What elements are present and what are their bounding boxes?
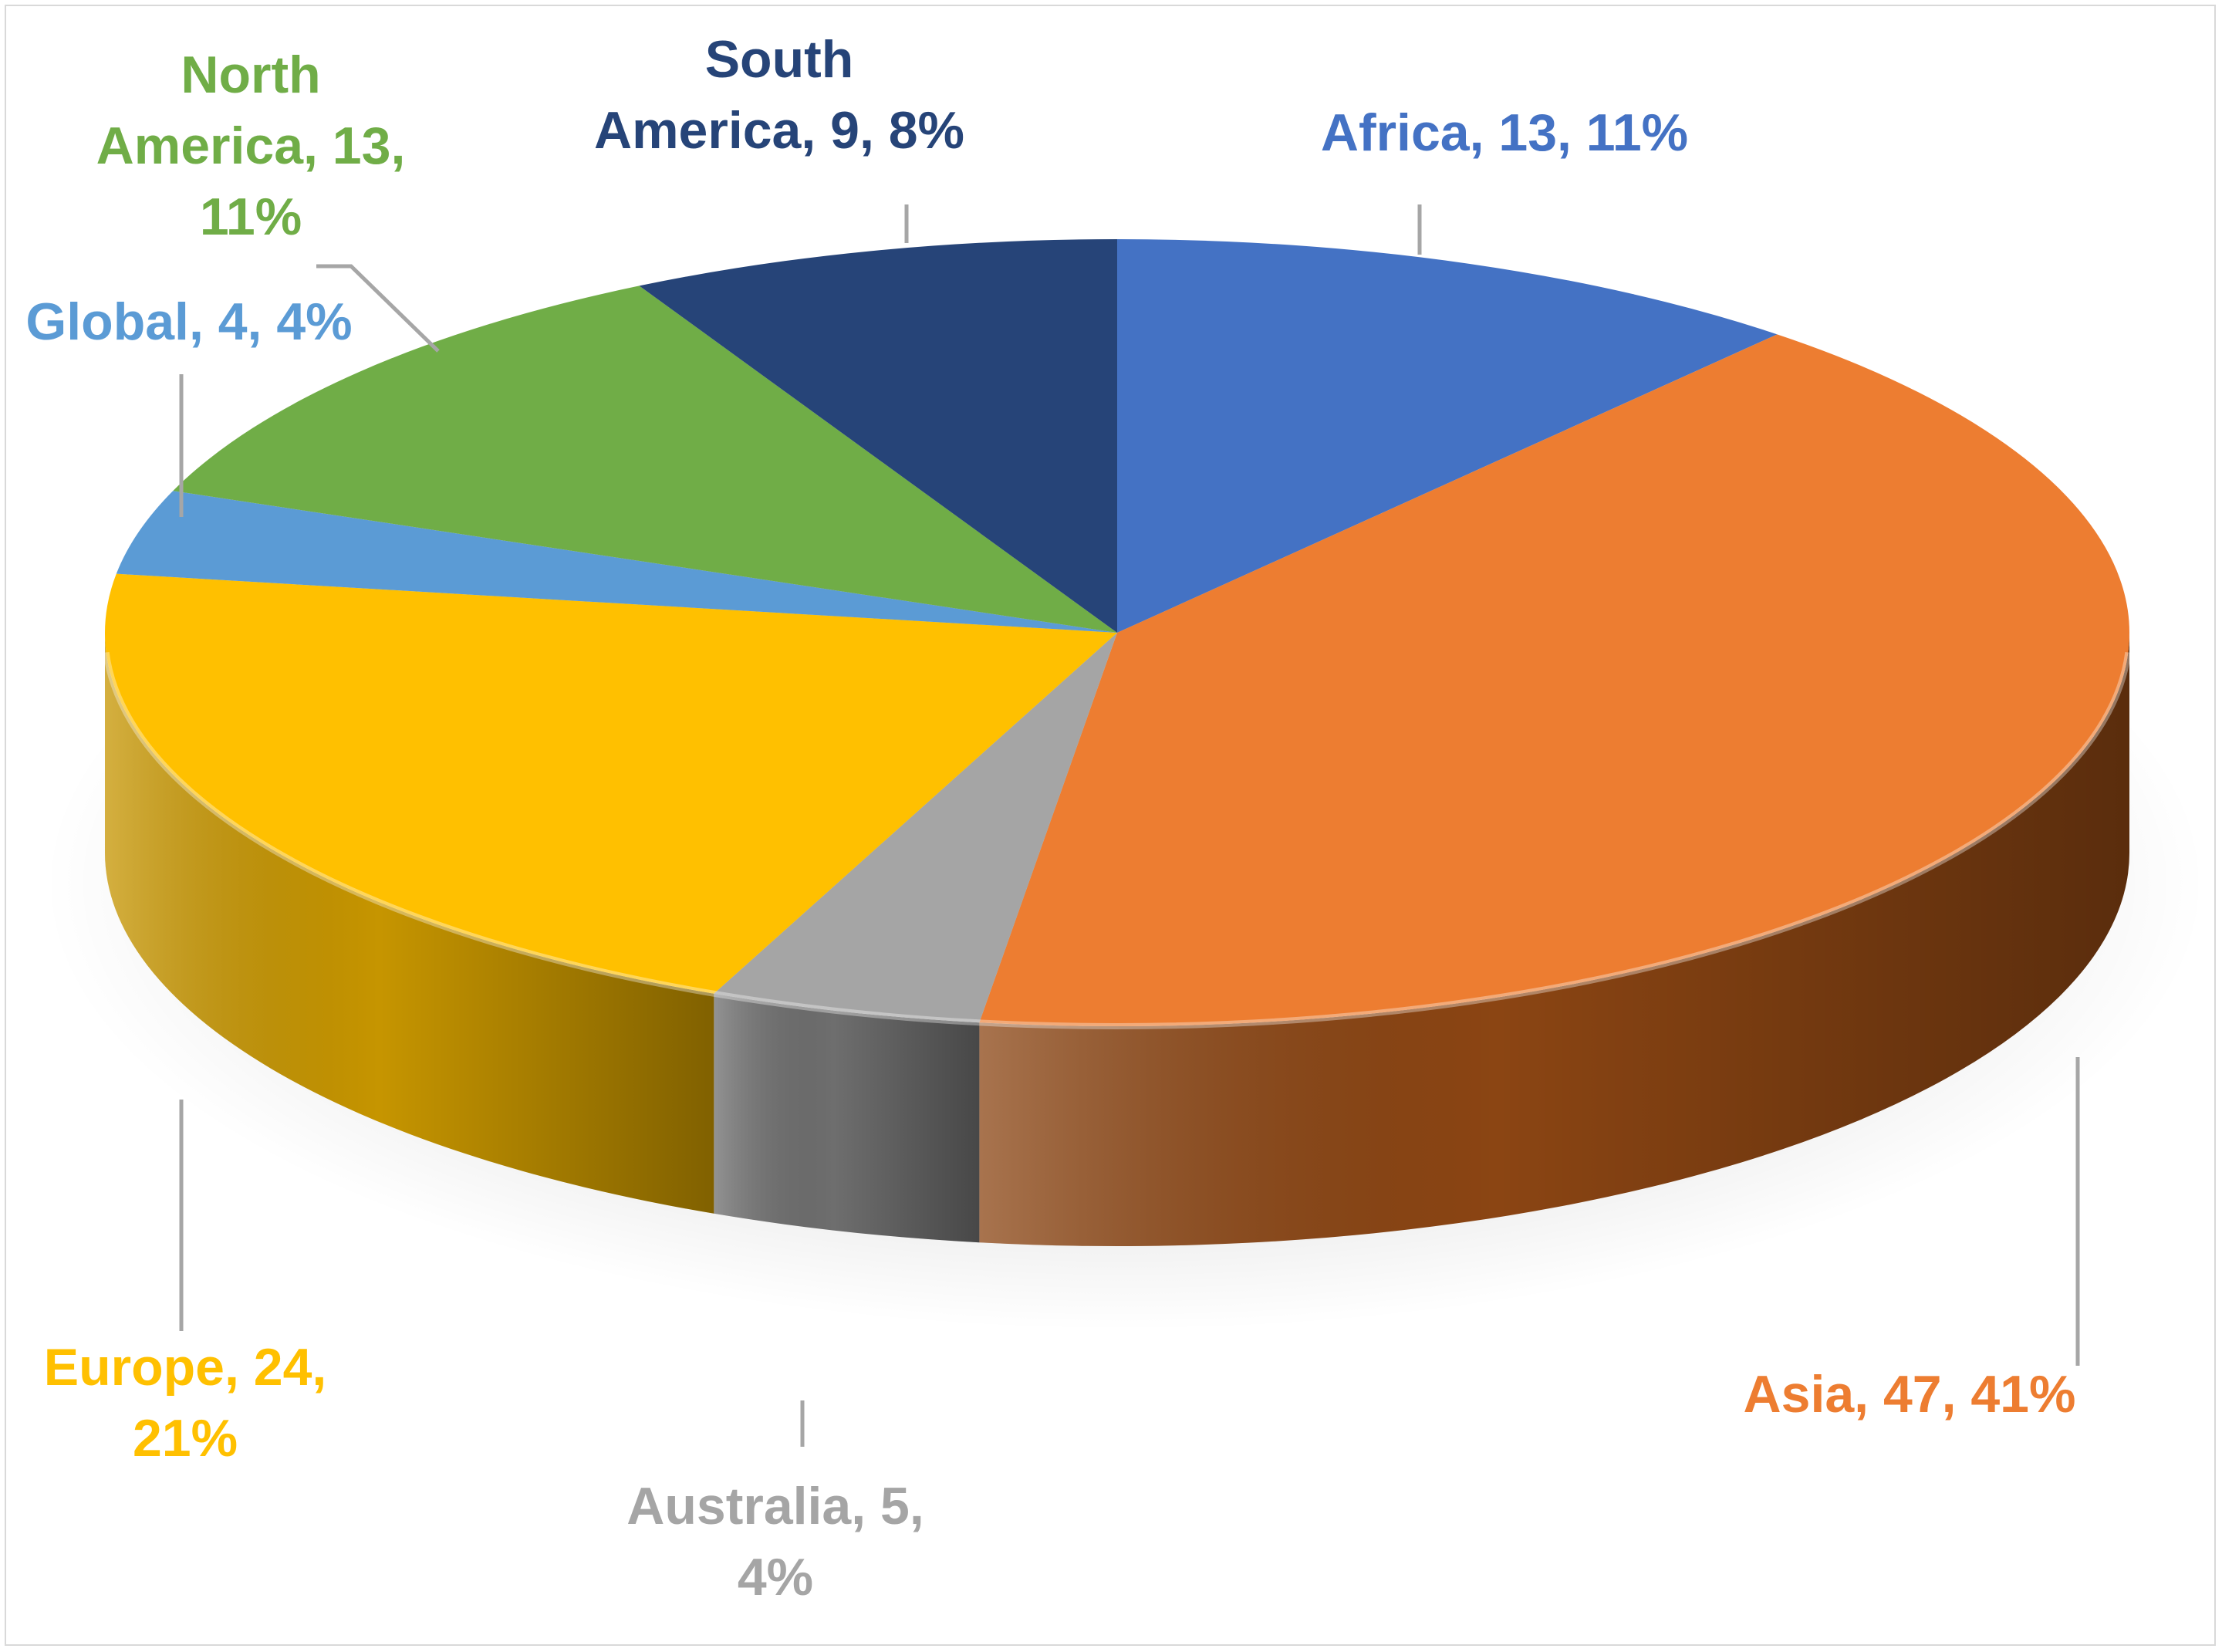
data-label-line: Australia, 5, [626, 1477, 924, 1535]
data-label-line: America, 9, 8% [594, 101, 964, 160]
data-label-africa: Africa, 13, 11% [1321, 103, 1688, 162]
data-label-line: South [705, 30, 854, 89]
data-label-line: Global, 4, 4% [25, 292, 352, 351]
data-label-line: Europe, 24, [44, 1338, 327, 1397]
slice-side-shade-australia [714, 993, 980, 1243]
data-label-line: Africa, 13, 11% [1321, 103, 1688, 162]
slice-south-america[interactable] [639, 239, 1117, 633]
data-label-line: 11% [200, 187, 302, 246]
data-label-line: 21% [133, 1409, 238, 1468]
slice-europe[interactable] [104, 573, 1117, 994]
slice-global[interactable] [116, 491, 1118, 633]
slice-north-america[interactable] [173, 285, 1117, 633]
data-label-line: North [181, 46, 320, 104]
slice-australia[interactable] [714, 633, 1117, 1023]
data-label-north-america: North America, 13, 11% [96, 46, 406, 246]
data-label-asia: Asia, 47, 41% [1744, 1365, 2076, 1424]
slice-side-shade-asia [979, 633, 2129, 1246]
leader-line-north-america [316, 264, 440, 353]
slice-africa[interactable] [1117, 239, 1778, 633]
slice-asia[interactable] [979, 334, 2129, 1027]
slice-side-shade-europe [105, 633, 714, 1214]
data-label-line: 4% [738, 1548, 813, 1606]
data-label-line: Asia, 47, 41% [1744, 1365, 2076, 1424]
data-label-global: Global, 4, 4% [25, 292, 352, 351]
data-label-australia: Australia, 5, 4% [626, 1477, 924, 1606]
data-label-line: America, 13, [96, 117, 406, 175]
data-label-europe: Europe, 24, 21% [44, 1338, 327, 1468]
rim-highlight [103, 651, 2132, 1029]
data-label-south-america: South America, 9, 8% [594, 30, 964, 160]
